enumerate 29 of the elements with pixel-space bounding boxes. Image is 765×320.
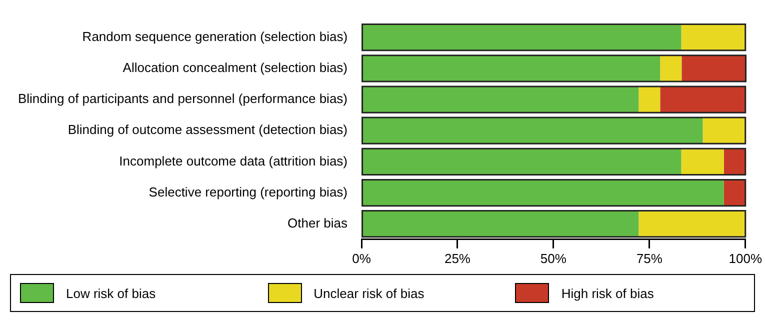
legend-label: Low risk of bias: [66, 286, 156, 300]
x-tick-label: 100%: [728, 250, 762, 266]
bar: [681, 24, 746, 50]
bar: [702, 118, 746, 144]
x-tick-label: 75%: [636, 250, 663, 266]
bar: [362, 148, 682, 175]
y-tick-label: Random sequence generation (selection bias): [82, 28, 348, 44]
legend-label: Unclear risk of bias: [314, 286, 424, 300]
bar: [362, 210, 639, 237]
bar: [362, 86, 639, 113]
bar: [362, 55, 660, 82]
bar: [681, 148, 724, 175]
y-tick-label: Incomplete outcome data (attrition bias): [119, 153, 348, 168]
bar: [660, 55, 682, 82]
bar: [682, 55, 746, 82]
bar: [638, 210, 746, 237]
bar: [362, 24, 682, 50]
y-tick-label: Other bias: [288, 215, 348, 230]
y-tick-label: Blinding of outcome assessment (detection bias): [68, 122, 348, 138]
legend-label: High risk of bias: [561, 286, 654, 300]
x-tick-label: 0%: [352, 250, 372, 266]
y-tick-label: Allocation concealment (selection bias): [122, 60, 348, 76]
bar: [362, 118, 703, 144]
x-tick-label: 25%: [444, 250, 471, 266]
y-tick-label: Selective reporting (reporting bias): [148, 184, 348, 200]
y-tick-label: Blinding of participants and personnel (performance bias): [18, 91, 348, 106]
bar: [638, 86, 660, 113]
bar: [660, 86, 746, 113]
x-tick-label: 50%: [540, 250, 567, 266]
